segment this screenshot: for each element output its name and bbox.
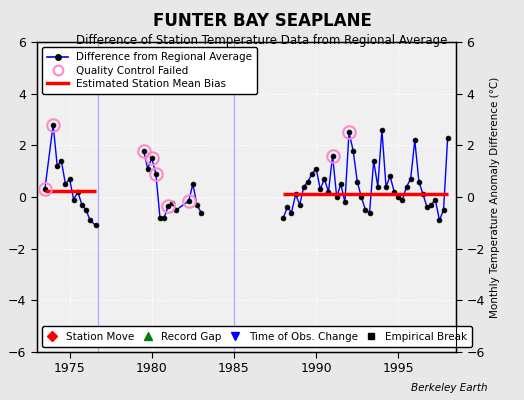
Y-axis label: Monthly Temperature Anomaly Difference (°C): Monthly Temperature Anomaly Difference (… <box>490 76 500 318</box>
Legend: Station Move, Record Gap, Time of Obs. Change, Empirical Break: Station Move, Record Gap, Time of Obs. C… <box>42 326 472 347</box>
Text: Difference of Station Temperature Data from Regional Average: Difference of Station Temperature Data f… <box>77 34 447 47</box>
Text: Berkeley Earth: Berkeley Earth <box>411 383 487 393</box>
Text: FUNTER BAY SEAPLANE: FUNTER BAY SEAPLANE <box>152 12 372 30</box>
